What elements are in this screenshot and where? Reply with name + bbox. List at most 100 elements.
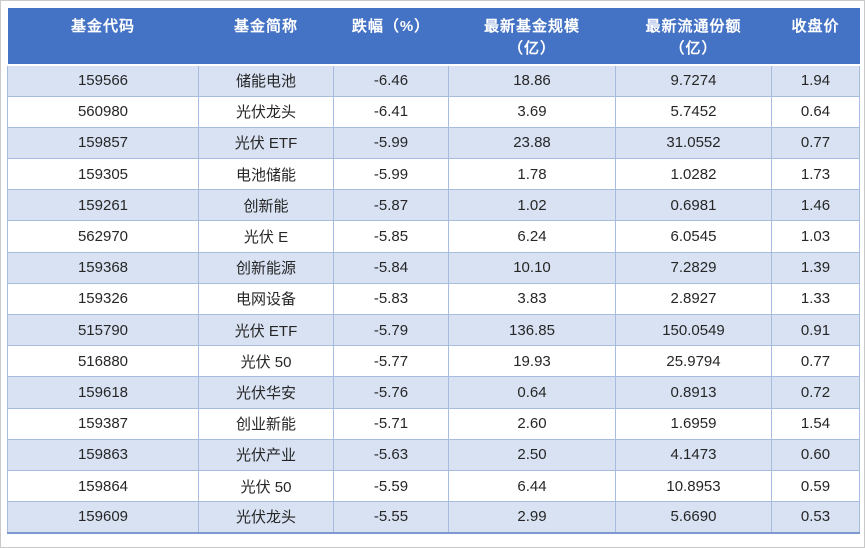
table-cell: 2.8927 (615, 282, 772, 316)
table-cell: 1.46 (771, 189, 860, 222)
table-cell: 1.02 (448, 189, 616, 222)
column-header-close-price: 收盘价 (771, 8, 860, 66)
table-cell: 光伏华安 (198, 376, 334, 409)
table-cell: 6.24 (448, 220, 616, 253)
table-cell: -5.99 (333, 126, 449, 160)
table-cell: 159261 (7, 189, 199, 222)
table-cell: 0.91 (771, 313, 860, 347)
table-cell: 1.78 (448, 158, 616, 191)
table-row: 159864 光伏 50 -5.59 6.44 10.8953 0.59 (7, 469, 860, 503)
table-cell: 23.88 (448, 126, 616, 160)
table-cell: 159326 (7, 282, 199, 316)
table-cell: 136.85 (448, 313, 616, 347)
table-cell: 10.8953 (615, 469, 772, 503)
table-cell: 2.99 (448, 501, 616, 534)
table-cell: 1.73 (771, 158, 860, 191)
table-cell: -5.85 (333, 220, 449, 253)
table-cell: -5.83 (333, 282, 449, 316)
table-cell: 9.7274 (615, 65, 772, 97)
table-cell: 5.7452 (615, 95, 772, 128)
table-cell: 25.9794 (615, 345, 772, 378)
fund-table: 基金代码 基金简称 跌幅（%） 最新基金规模 （亿） 最新流通份额 （ (7, 8, 860, 534)
column-header-sublabel: （亿） (669, 40, 718, 57)
table-cell: -5.71 (333, 407, 449, 440)
table-cell: 159864 (7, 469, 199, 503)
table-cell: 2.50 (448, 438, 616, 471)
table-cell: 创业新能 (198, 407, 334, 440)
table-cell: 6.0545 (615, 220, 772, 253)
table-cell: 3.83 (448, 282, 616, 316)
table-cell: -6.41 (333, 95, 449, 128)
table-cell: 0.64 (771, 95, 860, 128)
table-cell: 4.1473 (615, 438, 772, 471)
table-cell: 5.6690 (615, 501, 772, 534)
column-header-label: 最新基金规模 (483, 18, 580, 35)
table-cell: 创新能 (198, 189, 334, 222)
table-cell: 0.59 (771, 469, 860, 503)
table-cell: -6.46 (333, 65, 449, 97)
fund-table-body: 159566 储能电池 -6.46 18.86 9.7274 1.94 560980 光伏龙头… (7, 65, 860, 534)
column-header-float-shares: 最新流通份额 （亿） (615, 8, 772, 66)
column-header-label: 最新流通份额 (645, 18, 742, 35)
column-header-label: 收盘价 (791, 18, 840, 35)
table-row: 159326 电网设备 -5.83 3.83 2.8927 1.33 (7, 282, 860, 316)
table-cell: 0.60 (771, 438, 860, 471)
table-row: 159387 创业新能 -5.71 2.60 1.6959 1.54 (7, 407, 860, 440)
table-cell: 18.86 (448, 65, 616, 97)
table-cell: 2.60 (448, 407, 616, 440)
column-header-label: 基金代码 (70, 18, 135, 35)
table-row: 159261 创新能 -5.87 1.02 0.6981 1.46 (7, 189, 860, 222)
table-cell: 159857 (7, 126, 199, 160)
table-cell: 159618 (7, 376, 199, 409)
table-cell: 7.2829 (615, 251, 772, 284)
table-cell: 储能电池 (198, 65, 334, 97)
table-cell: 3.69 (448, 95, 616, 128)
table-cell: 光伏龙头 (198, 95, 334, 128)
column-header-fund-scale: 最新基金规模 （亿） (448, 8, 616, 66)
table-cell: 0.77 (771, 345, 860, 378)
table-cell: 电池储能 (198, 158, 334, 191)
table-row: 159305 电池储能 -5.99 1.78 1.0282 1.73 (7, 158, 860, 191)
table-cell: 159863 (7, 438, 199, 471)
table-cell: 516880 (7, 345, 199, 378)
table-cell: -5.87 (333, 189, 449, 222)
table-cell: 19.93 (448, 345, 616, 378)
table-cell: -5.55 (333, 501, 449, 534)
table-cell: 创新能源 (198, 251, 334, 284)
table-cell: 光伏 50 (198, 469, 334, 503)
column-header-fund-name: 基金简称 (198, 8, 334, 66)
table-cell: 光伏产业 (198, 438, 334, 471)
table-cell: 1.39 (771, 251, 860, 284)
table-row: 515790 光伏 ETF -5.79 136.85 150.0549 0.91 (7, 313, 860, 347)
table-row: 159863 光伏产业 -5.63 2.50 4.1473 0.60 (7, 438, 860, 471)
table-row: 159609 光伏龙头 -5.55 2.99 5.6690 0.53 (7, 501, 860, 534)
table-cell: 159566 (7, 65, 199, 97)
table-cell: -5.77 (333, 345, 449, 378)
table-cell: 1.6959 (615, 407, 772, 440)
table-cell: 515790 (7, 313, 199, 347)
fund-table-header: 基金代码 基金简称 跌幅（%） 最新基金规模 （亿） 最新流通份额 （ (7, 8, 860, 66)
table-cell: 1.54 (771, 407, 860, 440)
table-cell: 10.10 (448, 251, 616, 284)
table-cell: 1.03 (771, 220, 860, 253)
table-cell: 0.53 (771, 501, 860, 534)
table-cell: 电网设备 (198, 282, 334, 316)
column-header-fund-code: 基金代码 (7, 8, 199, 66)
table-row: 159618 光伏华安 -5.76 0.64 0.8913 0.72 (7, 376, 860, 409)
table-cell: 1.0282 (615, 158, 772, 191)
table-cell: 159305 (7, 158, 199, 191)
table-cell: 6.44 (448, 469, 616, 503)
table-cell: 光伏 ETF (198, 313, 334, 347)
table-cell: -5.79 (333, 313, 449, 347)
table-row: 159857 光伏 ETF -5.99 23.88 31.0552 0.77 (7, 126, 860, 160)
table-row: 562970 光伏 E -5.85 6.24 6.0545 1.03 (7, 220, 860, 253)
table-cell: 1.94 (771, 65, 860, 97)
table-cell: 光伏 50 (198, 345, 334, 378)
column-header-label: 跌幅（%） (351, 18, 431, 35)
column-header-label: 基金简称 (233, 18, 298, 35)
table-cell: 150.0549 (615, 313, 772, 347)
table-cell: 光伏龙头 (198, 501, 334, 534)
table-cell: -5.59 (333, 469, 449, 503)
table-cell: 0.8913 (615, 376, 772, 409)
